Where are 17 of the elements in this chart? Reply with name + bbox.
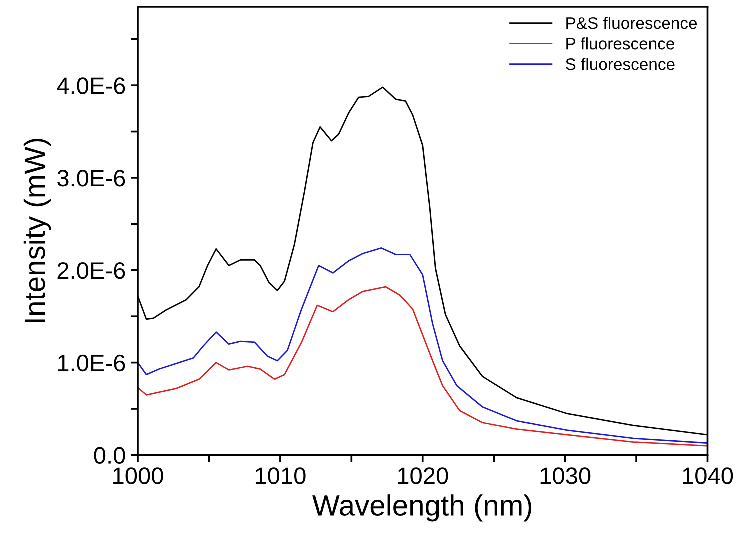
- x-tick-label: 1000: [114, 468, 164, 484]
- x-tick-label: 1020: [398, 468, 448, 484]
- x-axis-title: Wavelength (nm): [312, 494, 532, 522]
- x-tick-label: 1030: [540, 468, 591, 484]
- line-series: [138, 286, 708, 447]
- y-axis-title: Intensity (mW): [24, 138, 52, 322]
- x-tick-label: 1010: [256, 468, 306, 484]
- legend-label: S fluorescence: [566, 58, 675, 70]
- y-tick-label: 2.0E-6: [58, 262, 126, 280]
- y-tick-label: 3.0E-6: [58, 170, 126, 187]
- y-tick-label: 1.0E-6: [58, 354, 126, 372]
- y-tick-label: 4.0E-6: [57, 78, 126, 94]
- legend-label: P fluorescence: [566, 38, 674, 50]
- x-tick-label: 1040: [683, 468, 734, 484]
- y-tick-label: 0.0: [94, 447, 126, 464]
- line-series: [138, 248, 708, 444]
- legend-label: P&S fluorescence: [566, 17, 698, 30]
